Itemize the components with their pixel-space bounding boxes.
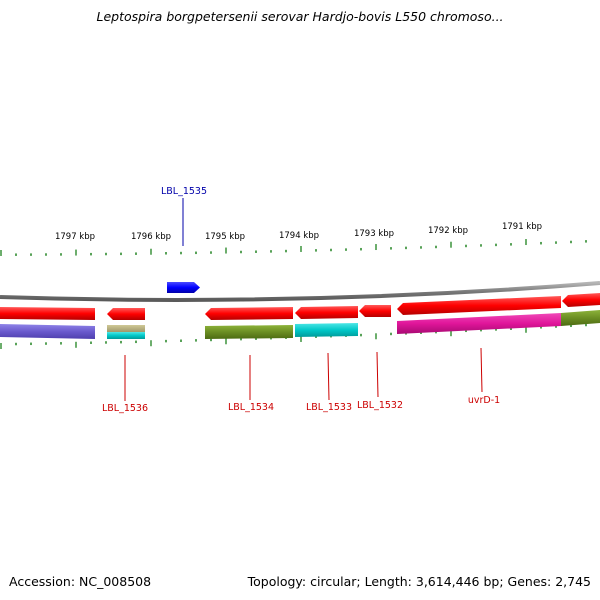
tick-label: 1792 kbp xyxy=(428,226,468,236)
cds-forward-lbl-1535[interactable] xyxy=(167,282,200,293)
cds-reverse-lbl-1536[interactable] xyxy=(107,308,145,320)
tick-label: 1796 kbp xyxy=(131,232,171,242)
tick-label: 1797 kbp xyxy=(55,232,95,242)
map-title: Leptospira borgpetersenii serovar Hardjo… xyxy=(96,9,504,24)
tick-label: 1793 kbp xyxy=(354,229,394,239)
cds-reverse-segment[interactable] xyxy=(562,293,600,307)
accession-text: Accession: NC_008508 xyxy=(9,574,152,589)
cds-reverse-uvrd-1[interactable] xyxy=(397,296,561,315)
cog-block-cyan xyxy=(295,323,358,337)
tick-label: 1791 kbp xyxy=(502,222,542,232)
gene-label-lbl-1534[interactable]: LBL_1534 xyxy=(228,402,274,413)
cds-reverse-segment[interactable] xyxy=(0,307,95,320)
cog-block-khaki xyxy=(107,325,145,332)
upper-tick-ring xyxy=(0,239,587,256)
cds-reverse-lbl-1534[interactable] xyxy=(205,307,293,320)
leader-line-lbl-1532 xyxy=(376,351,379,398)
gene-label-lbl-1532[interactable]: LBL_1532 xyxy=(357,400,403,411)
cds-reverse-lbl-1532[interactable] xyxy=(359,305,391,317)
backbone-track xyxy=(0,281,600,302)
tick-label: 1794 kbp xyxy=(279,231,319,241)
cog-block-purple xyxy=(0,324,95,339)
cog-block-olive xyxy=(561,310,600,326)
cog-block-cyan xyxy=(107,332,145,339)
tick-label: 1795 kbp xyxy=(205,232,245,242)
leader-line-uvrd-1 xyxy=(480,347,483,393)
gene-label-lbl-1536[interactable]: LBL_1536 xyxy=(102,403,148,414)
gene-label-lbl-1533[interactable]: LBL_1533 xyxy=(306,402,352,413)
gene-label-lbl-1535[interactable]: LBL_1535 xyxy=(161,186,207,197)
gene-label-uvrd-1[interactable]: uvrD-1 xyxy=(468,395,500,406)
leader-line-lbl-1533 xyxy=(327,352,330,401)
cog-block-olive xyxy=(205,325,293,339)
topology-summary: Topology: circular; Length: 3,614,446 bp… xyxy=(247,574,591,589)
cog-block-magenta xyxy=(397,313,561,334)
cds-reverse-lbl-1533[interactable] xyxy=(295,306,358,319)
